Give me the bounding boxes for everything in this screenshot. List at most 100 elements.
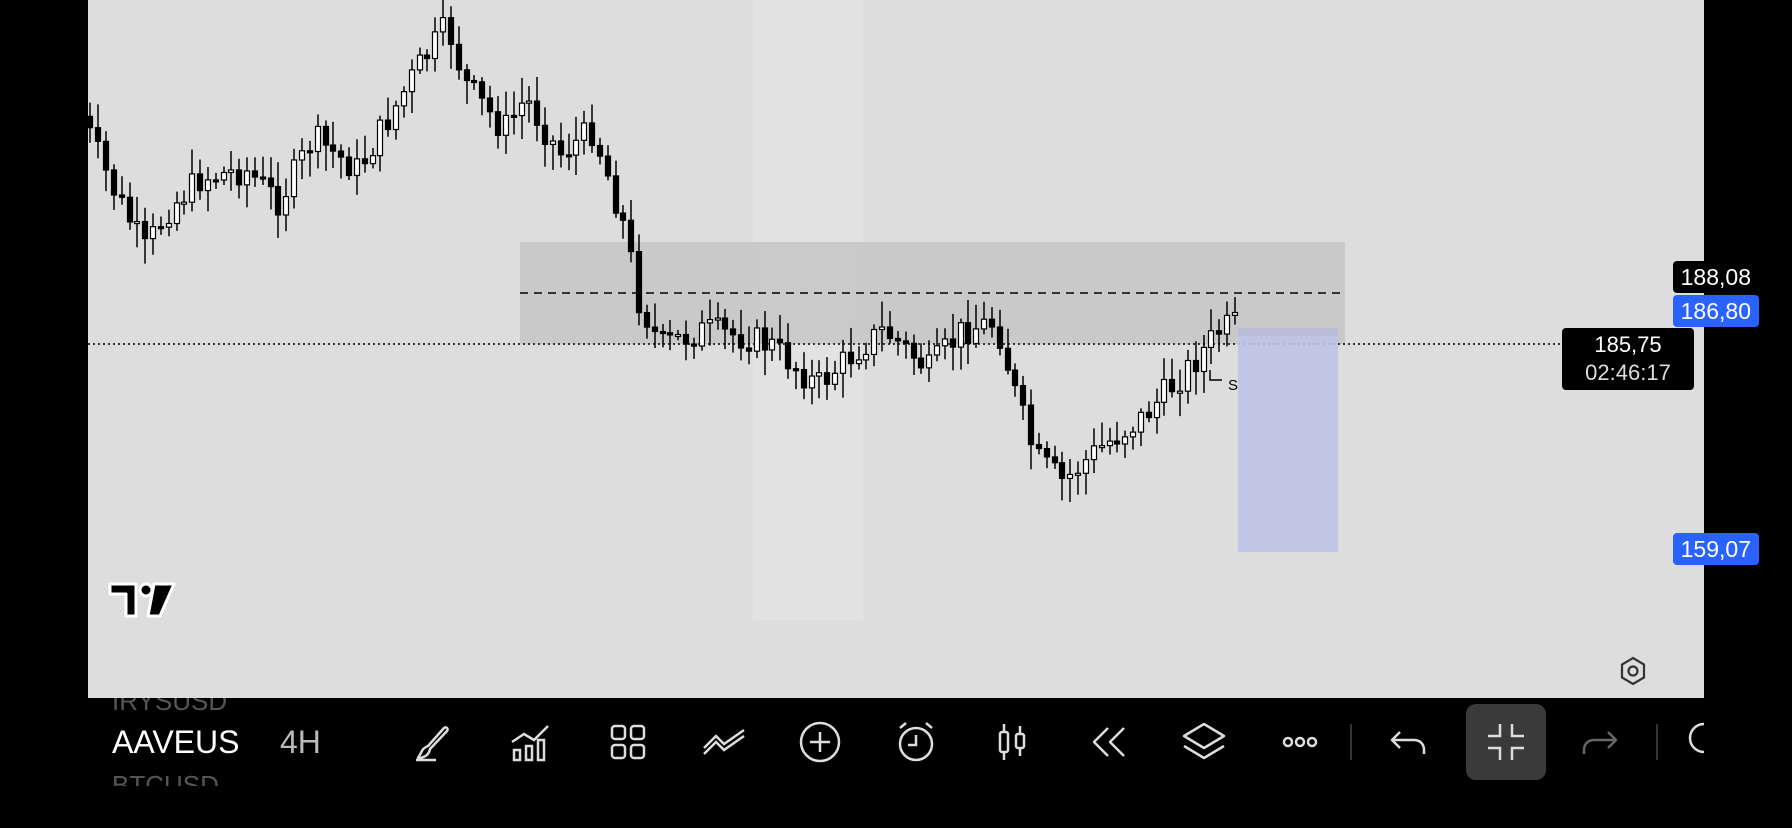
- candle-body: [549, 140, 557, 146]
- symbol-next: BTCUSD: [112, 770, 219, 786]
- candle-body: [204, 179, 212, 192]
- candle-body: [721, 317, 729, 330]
- symbol-picker[interactable]: IRYSUSD AAVEUS BTCUSD: [112, 698, 252, 786]
- candle-body: [431, 31, 439, 60]
- candle-body: [1200, 346, 1208, 373]
- candle-body: [1011, 369, 1019, 387]
- candle-body: [941, 338, 949, 347]
- last-price-label: 185,75 02:46:17: [1562, 328, 1694, 390]
- candle-body: [666, 332, 674, 336]
- candle-body: [486, 97, 494, 113]
- price-chart[interactable]: S: [88, 0, 1704, 698]
- more-icon[interactable]: [1276, 718, 1324, 766]
- candle-body: [831, 372, 839, 385]
- candle-body: [525, 100, 533, 104]
- candle-body: [1074, 472, 1082, 476]
- candle-body: [110, 169, 118, 196]
- candle-body: [1160, 378, 1168, 403]
- candle-body: [243, 170, 251, 186]
- tradingview-logo: [108, 580, 176, 620]
- candle-body: [761, 327, 769, 351]
- layers-icon[interactable]: [1180, 718, 1228, 766]
- candle-body: [290, 159, 298, 198]
- candle-body: [604, 155, 612, 177]
- candle-body: [274, 185, 282, 216]
- candle-body: [690, 343, 698, 347]
- candle-body: [227, 169, 235, 174]
- symbol-prev: IRYSUSD: [112, 698, 228, 716]
- candle-body: [126, 196, 134, 223]
- chart-canvas[interactable]: S: [88, 0, 1704, 698]
- alert-clock-icon[interactable]: [892, 718, 940, 766]
- candle-body: [1231, 311, 1239, 316]
- candle-body: [1082, 459, 1090, 474]
- candle-body: [1027, 404, 1035, 446]
- candle-body: [510, 114, 518, 119]
- drawing-tools-icon[interactable]: [700, 718, 748, 766]
- candle-body: [533, 100, 541, 126]
- undo-icon[interactable]: [1384, 718, 1432, 766]
- candle-body: [596, 144, 604, 157]
- candle-body: [494, 111, 502, 136]
- candle-body: [964, 322, 972, 345]
- candle-body: [447, 17, 455, 45]
- interval-button[interactable]: 4H: [280, 724, 321, 760]
- candle-body: [1145, 411, 1153, 419]
- candle-body: [259, 176, 267, 180]
- candle-body: [94, 127, 102, 142]
- candle-body: [282, 196, 290, 216]
- last-price-value: 185,75: [1594, 332, 1662, 357]
- bottom-toolbar: IRYSUSD AAVEUS BTCUSD 4H: [88, 698, 1704, 786]
- chart-settings-icon[interactable]: [1617, 655, 1649, 687]
- indicators-icon[interactable]: [506, 718, 554, 766]
- search-icon[interactable]: [1684, 718, 1704, 766]
- add-icon[interactable]: [796, 718, 844, 766]
- candle-body: [1066, 473, 1074, 480]
- candle-body: [855, 359, 863, 365]
- sell-marker: S: [1228, 377, 1238, 394]
- candle-body: [1192, 359, 1200, 373]
- position-marker: [1209, 370, 1222, 381]
- candle-body: [706, 319, 714, 324]
- candle-body: [808, 375, 816, 389]
- candle-body: [659, 330, 667, 335]
- candle-body: [800, 368, 808, 389]
- candle-body: [565, 154, 573, 158]
- candle-body: [1113, 440, 1121, 445]
- candle-body: [1019, 384, 1027, 406]
- candle-body: [1153, 401, 1161, 419]
- candle-body: [173, 202, 181, 225]
- candle-body: [1215, 330, 1223, 335]
- candle-body: [1043, 447, 1051, 458]
- candle-body: [376, 119, 384, 157]
- candle-body: [643, 312, 651, 328]
- candle-body: [306, 150, 314, 154]
- candle-body: [180, 201, 188, 205]
- candle-body: [400, 91, 408, 107]
- candle-body: [118, 194, 126, 198]
- candle-body: [729, 328, 737, 336]
- candle-body: [518, 102, 526, 117]
- candle-body: [392, 105, 400, 131]
- candle-body: [980, 318, 988, 330]
- candle-body: [737, 334, 745, 349]
- candle-body: [886, 326, 894, 340]
- brush-icon[interactable]: [408, 718, 456, 766]
- layout-grid-icon[interactable]: [604, 718, 652, 766]
- candle-body: [847, 351, 855, 365]
- candle-body: [1058, 462, 1066, 480]
- exit-fullscreen-button[interactable]: [1466, 704, 1546, 780]
- candle-body: [862, 353, 870, 361]
- candle-body: [988, 318, 996, 328]
- candle-body: [416, 54, 424, 71]
- symbol-name[interactable]: AAVEUS: [112, 724, 240, 760]
- redo-icon[interactable]: [1576, 718, 1624, 766]
- replay-icon[interactable]: [1084, 718, 1132, 766]
- candle-body: [345, 156, 353, 177]
- candle-body: [1207, 330, 1215, 349]
- candle-type-icon[interactable]: [988, 718, 1036, 766]
- candle-body: [894, 337, 902, 342]
- candle-body: [220, 171, 228, 181]
- candle-body: [369, 155, 377, 165]
- candle-body: [925, 354, 933, 369]
